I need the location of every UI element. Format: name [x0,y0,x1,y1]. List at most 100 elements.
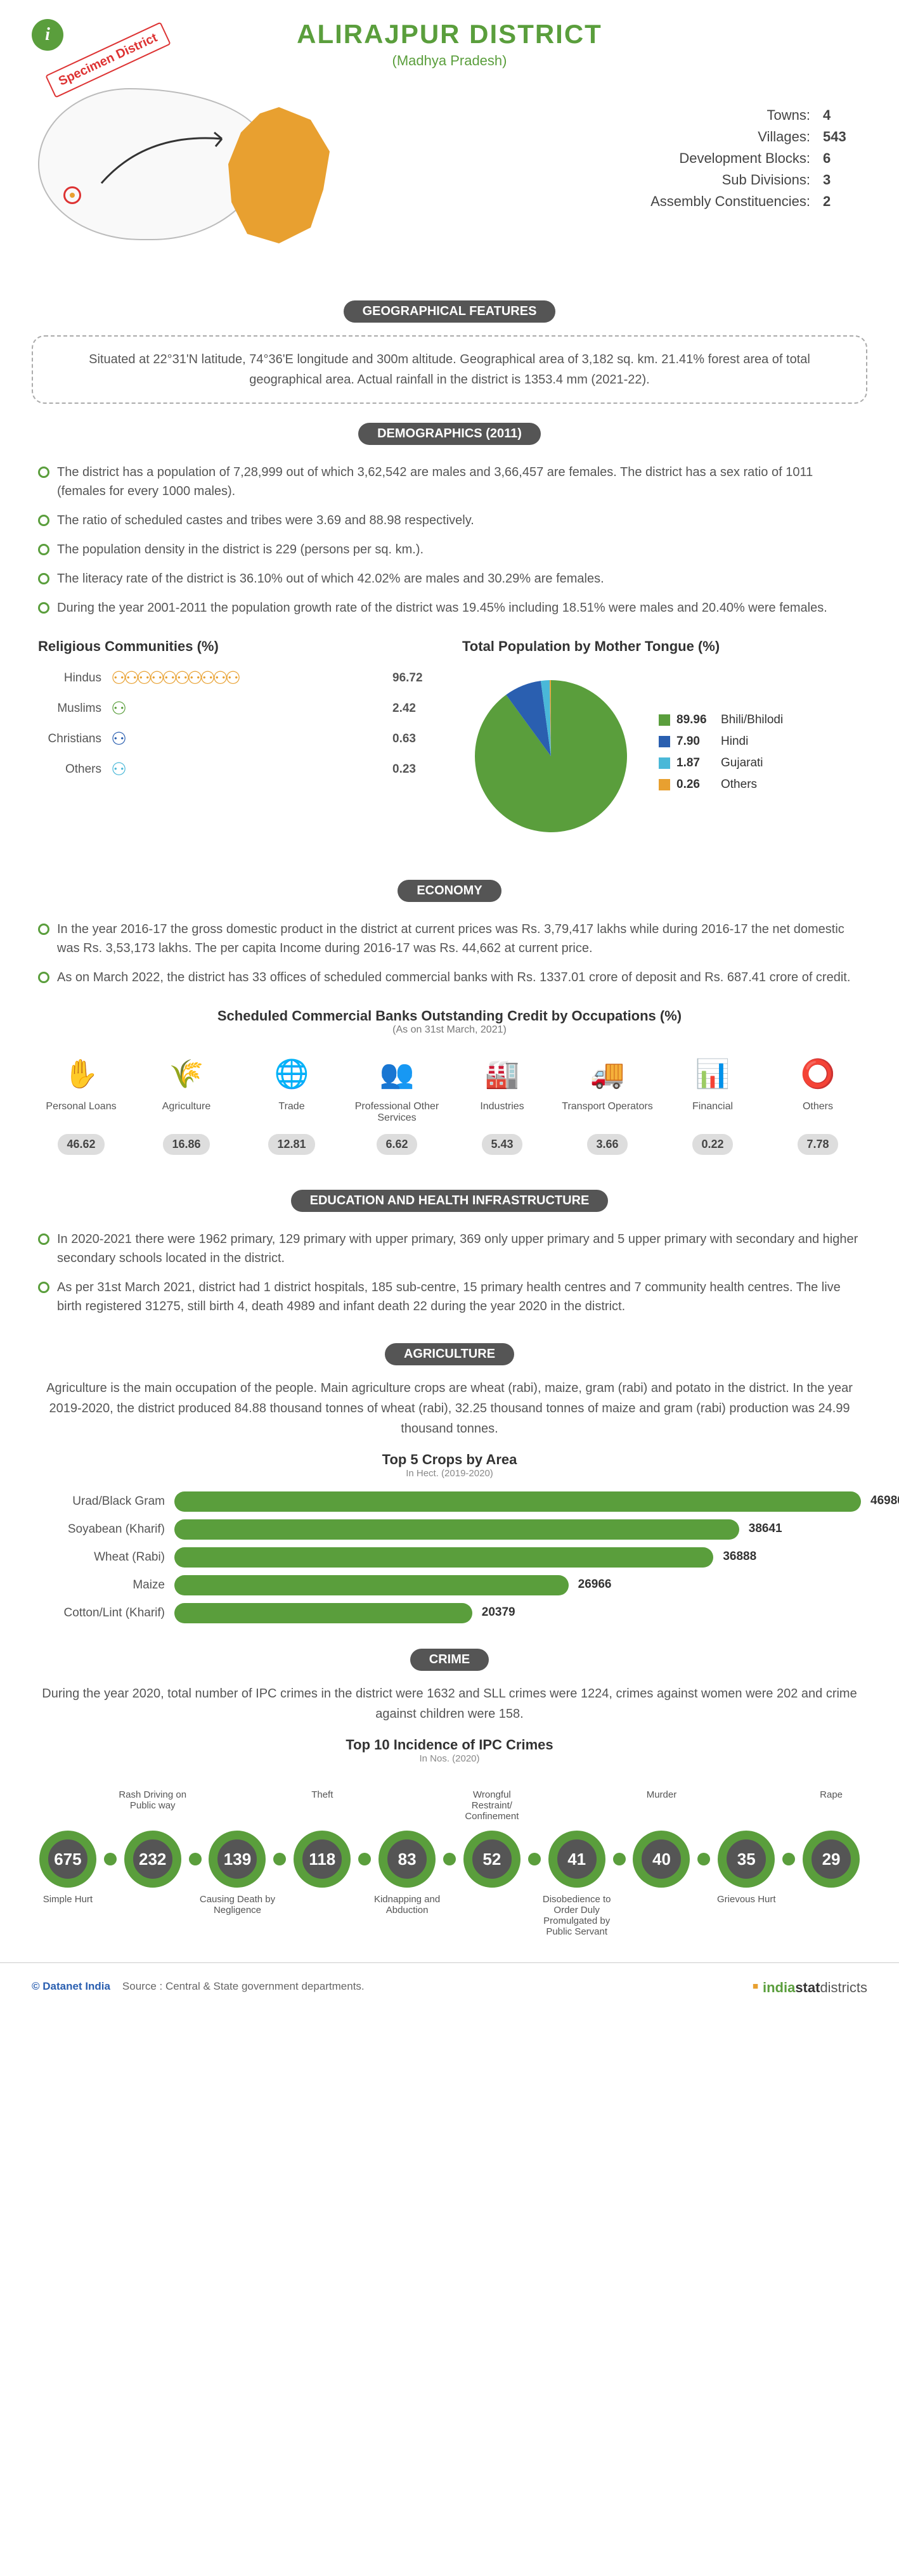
legend-row: 0.26Others [659,778,783,792]
crop-value: 36888 [713,1550,756,1564]
crime-circle: 139 [209,1831,266,1888]
agri-badge: AGRICULTURE [385,1343,514,1365]
person-icon: ⚇ [124,667,135,689]
person-icon: ⚇ [212,667,224,689]
legend-label: Others [721,778,757,792]
stat-value: 3 [810,172,861,188]
credit-title: Scheduled Commercial Banks Outstanding C… [32,1008,867,1024]
state-map [38,88,279,253]
bullet-item: As on March 2022, the district has 33 of… [38,963,861,992]
credit-label: Trade [242,1101,341,1129]
crime-chart-title: Top 10 Incidence of IPC Crimes [25,1737,874,1753]
religious-chart: Religious Communities (%) Hindus⚇⚇⚇⚇⚇⚇⚇⚇… [38,638,437,845]
credit-value: 5.43 [482,1134,522,1155]
crime-circle: 83 [378,1831,436,1888]
stat-label: Assembly Constituencies [595,193,806,210]
crime-label-top: Rape [789,1789,874,1824]
crime-item: Murder40 [619,1789,704,1937]
crime-badge: CRIME [410,1649,489,1671]
religious-row: Others ⚇ 0.23 [38,759,437,780]
crop-bar [174,1519,739,1540]
crop-label: Maize [38,1578,165,1592]
stat-label: Towns [595,107,806,124]
crop-row: Wheat (Rabi)36888 [38,1547,861,1568]
crops-title: Top 5 Crops by Area [38,1452,861,1468]
crop-bar [174,1491,861,1512]
pie-svg [462,667,640,845]
credit-icon: ⭕ [768,1052,867,1096]
religious-label: Christians [38,732,101,746]
person-icon: ⚇ [149,667,160,689]
crime-item: Wrongful Restraint/ Confinement52 [450,1789,534,1937]
crime-circle: 232 [124,1831,181,1888]
bullet-item: The ratio of scheduled castes and tribes… [38,506,861,535]
credit-item: 🌐Trade12.81 [242,1052,341,1155]
stat-value: 2 [810,193,861,210]
credit-value: 16.86 [163,1134,209,1155]
legend-label: Gujarati [721,756,763,770]
crop-bar [174,1603,472,1623]
religious-row: Muslims⚇2.42 [38,698,437,719]
crime-item: Rape 29 [789,1789,874,1937]
religious-icons: ⚇ [111,759,383,780]
credit-value: 6.62 [377,1134,417,1155]
bullet-item: The population density in the district i… [38,535,861,564]
legend-swatch [659,757,670,769]
crop-row: Urad/Black Gram46980 [38,1491,861,1512]
religious-value: 0.63 [392,732,437,746]
crime-label-bottom: Grievous Hurt [704,1894,789,1929]
crime-label-bottom: Simple Hurt [25,1894,110,1929]
footer: © Datanet India Source : Central & State… [0,1962,899,2010]
religious-label: Others [38,763,101,776]
credit-icon: 🏭 [453,1052,552,1096]
crime-label-top [25,1789,110,1824]
credit-value: 7.78 [798,1134,838,1155]
crime-label-top [365,1789,450,1824]
religious-value: 0.23 [392,763,437,776]
crime-label-top: Rash Driving on Public way [110,1789,195,1824]
crop-row: Maize 26966 [38,1575,861,1595]
credit-value: 12.81 [268,1134,314,1155]
crop-bar [174,1575,569,1595]
crime-label-bottom [619,1894,704,1929]
religious-icons: ⚇⚇⚇⚇⚇⚇⚇⚇⚇⚇ [111,667,383,689]
crop-bar [174,1547,713,1568]
map-area [38,88,569,266]
crime-circle: 29 [803,1831,860,1888]
person-icon: ⚇ [111,667,122,689]
religious-value: 2.42 [392,702,437,716]
credit-item: 📊Financial0.22 [663,1052,762,1155]
tongue-title: Total Population by Mother Tongue (%) [462,638,861,655]
stat-row: Villages : 543 [595,129,861,145]
legend-swatch [659,779,670,790]
credit-item: 🏭Industries5.43 [453,1052,552,1155]
crime-label-bottom [450,1894,534,1929]
religious-row: Christians ⚇ 0.63 [38,728,437,750]
map-arrow [95,126,235,190]
crop-bar-wrap: 38641 [174,1519,861,1540]
person-icon: ⚇ [162,667,173,689]
bullet-item: In 2020-2021 there were 1962 primary, 12… [38,1225,861,1273]
crime-label-top [704,1789,789,1824]
credit-label: Professional Other Services [347,1101,446,1129]
page-subtitle: (Madhya Pradesh) [32,53,867,69]
geo-text: Situated at 22°31'N latitude, 74°36'E lo… [32,335,867,404]
econ-badge: ECONOMY [398,880,501,902]
crime-label-bottom: Causing Death by Negligence [195,1894,280,1929]
crime-chart: Top 10 Incidence of IPC Crimes In Nos. (… [25,1737,874,1937]
crop-bar-wrap: 26966 [174,1575,861,1595]
person-icon: ⚇ [174,667,186,689]
crop-row: Soyabean (Kharif)38641 [38,1519,861,1540]
legend-value: 89.96 [676,713,715,727]
legend-swatch [659,736,670,747]
info-icon: i [32,19,63,51]
tongue-chart: Total Population by Mother Tongue (%) 89… [462,638,861,845]
stat-value: 543 [810,129,861,145]
credit-icon: 👥 [347,1052,446,1096]
bullet-item: As per 31st March 2021, district had 1 d… [38,1273,861,1321]
stat-label: Villages [595,129,806,145]
religious-label: Hindus [38,671,101,685]
crime-circle: 35 [718,1831,775,1888]
crime-circle: 675 [39,1831,96,1888]
person-icon: ⚇ [111,728,122,750]
